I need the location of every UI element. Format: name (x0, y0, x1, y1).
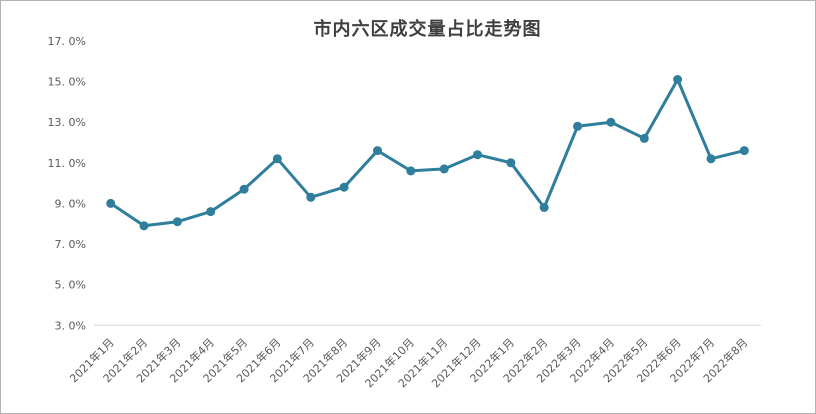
y-tick-label: 15. 0% (48, 76, 86, 89)
series-line (109, 78, 746, 228)
data-point-marker (306, 192, 316, 202)
data-point-marker (272, 154, 282, 164)
y-tick-label: 17. 0% (48, 35, 86, 48)
data-point-marker (406, 166, 416, 176)
data-point-marker (373, 146, 382, 156)
data-point-marker (506, 158, 516, 168)
y-tick-label: 11. 0% (48, 157, 86, 170)
y-tick-label: 9. 0% (55, 197, 86, 210)
data-point-marker (239, 184, 249, 194)
data-point-marker (606, 117, 616, 127)
y-tick-label: 7. 0% (55, 238, 86, 251)
y-tick-label: 13. 0% (48, 116, 86, 129)
data-point-marker (439, 164, 449, 174)
data-point-marker (706, 154, 716, 164)
data-point-marker (539, 203, 549, 212)
y-tick-label: 3. 0% (55, 319, 86, 332)
data-point-marker (172, 217, 182, 227)
data-point-marker (673, 75, 683, 84)
data-point-marker (206, 207, 216, 217)
data-point-marker (473, 150, 482, 160)
chart-title: 市内六区成交量占比走势图 (313, 19, 542, 40)
data-point-marker (139, 221, 149, 231)
data-point-marker (639, 133, 649, 143)
data-point-marker (573, 121, 583, 131)
data-point-marker (106, 198, 116, 208)
data-point-marker (739, 146, 749, 156)
y-tick-label: 5. 0% (55, 279, 86, 292)
data-point-marker (339, 182, 349, 192)
